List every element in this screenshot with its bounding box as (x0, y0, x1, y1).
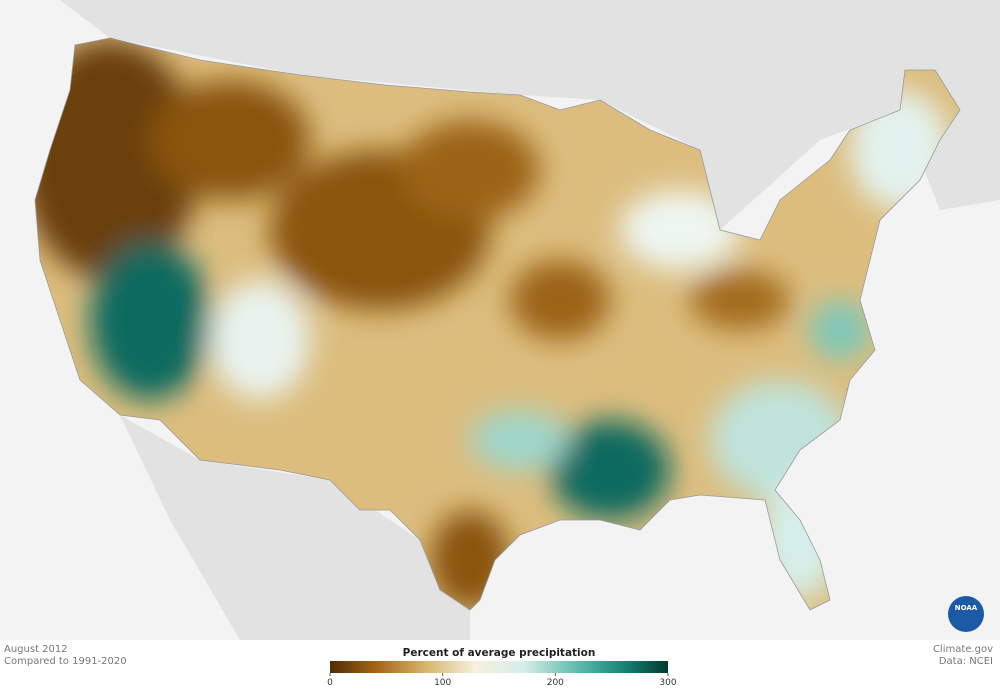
noaa-logo (948, 596, 984, 632)
colorbar-tick-label: 300 (659, 678, 676, 688)
data-credit: Data: NCEI (939, 656, 993, 667)
mexico (120, 415, 470, 640)
legend-title: Percent of average precipitation (403, 647, 596, 659)
canada (60, 0, 1000, 230)
baseline: Compared to 1991-2020 (4, 656, 127, 667)
date: August 2012 (4, 644, 68, 655)
logo-text: NOAA (955, 604, 978, 612)
colorbar-tick-label: 100 (434, 678, 451, 688)
colorbar-tick-label: 200 (547, 678, 564, 688)
source: Climate.gov (933, 644, 993, 655)
colorbar-tick-label: 0 (327, 678, 333, 688)
colorbar (330, 661, 668, 673)
